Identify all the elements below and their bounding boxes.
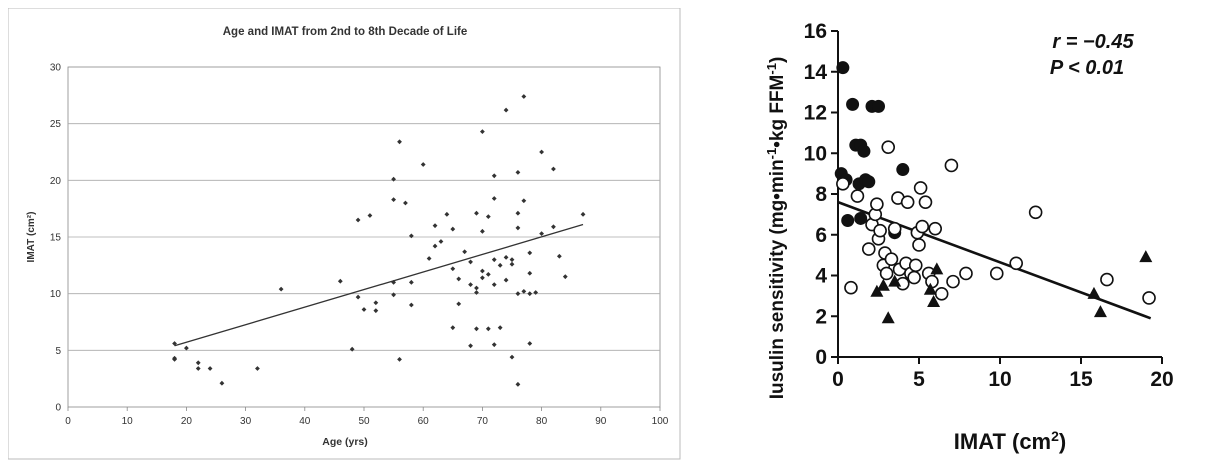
data-points (835, 61, 1155, 323)
open-circle-point (863, 243, 875, 255)
axes (838, 31, 1162, 357)
age-imat-scatter-chart: Age and IMAT from 2nd to 8th Decade of L… (8, 8, 682, 461)
y-tick-label: 4 (815, 265, 827, 288)
y-axis-label: IMAT (cm²) (26, 212, 37, 263)
r-annotation: r = −0.45 (1052, 31, 1134, 53)
filled-circle-point (862, 175, 875, 188)
open-circle-point (871, 198, 883, 210)
filled-circle-point (854, 212, 867, 225)
y-tick-label: 30 (50, 63, 62, 74)
y-tick-label: 16 (804, 20, 827, 43)
p-annotation: P < 0.01 (1050, 57, 1124, 79)
open-circle-point (945, 159, 957, 171)
x-tick-label: 90 (595, 416, 607, 427)
filled-circle-point (836, 61, 849, 74)
open-circle-point (916, 221, 928, 233)
open-circle-point (929, 223, 941, 235)
triangle-point (1094, 305, 1107, 317)
open-circle-point (1010, 257, 1022, 269)
open-circle-point (845, 282, 857, 294)
right-chart-panel: 0 2 4 6 8 10 12 14 16 0 5 10 15 20 r = −0.45 P < 0.0… (690, 0, 1216, 461)
y-tick-label: 2 (815, 305, 827, 328)
open-circle-point (936, 288, 948, 300)
x-tick-label: 10 (122, 416, 134, 427)
x-tick-label: 70 (477, 416, 489, 427)
y-axis-label-sup2: -1 (764, 63, 779, 75)
y-tick-label: 8 (815, 183, 827, 206)
open-circle-point (919, 196, 931, 208)
filled-circle-point (872, 100, 885, 113)
x-axis-label: IMAT (cm2) (954, 428, 1067, 454)
y-tick-label: 20 (50, 176, 62, 187)
triangle-point (1087, 287, 1100, 299)
filled-circle-point (896, 163, 909, 176)
y-axis-label-end: ) (767, 57, 788, 63)
x-tick-label: 40 (299, 416, 311, 427)
triangle-point (877, 279, 890, 291)
x-tick-label: 10 (988, 368, 1011, 391)
y-tick-labels: 0 2 4 6 8 10 12 14 16 (804, 20, 838, 369)
x-tick-label: 30 (240, 416, 252, 427)
y-tick-label: 5 (55, 346, 61, 357)
x-tick-label: 0 (832, 368, 844, 391)
x-axis-label-text: IMAT (cm (954, 429, 1051, 454)
open-circle-point (910, 259, 922, 271)
y-tick-label: 10 (804, 142, 827, 165)
filled-circle-point (846, 98, 859, 111)
y-tick-label: 25 (50, 119, 62, 130)
left-chart-panel: Age and IMAT from 2nd to 8th Decade of L… (8, 8, 682, 461)
y-axis-label: Iusulin sensitivity (mg•min-1•kg FFM-1) (764, 57, 788, 400)
open-circle-point (889, 223, 901, 235)
x-tick-label: 20 (181, 416, 193, 427)
open-circle-point (908, 272, 920, 284)
y-axis-label-sup1: -1 (764, 148, 779, 160)
y-tick-label: 0 (55, 403, 61, 414)
open-circle-point (874, 225, 886, 237)
open-circle-point (1143, 292, 1155, 304)
y-tick-label: 10 (50, 289, 62, 300)
x-tick-label: 60 (418, 416, 430, 427)
y-tick-label: 6 (815, 224, 827, 247)
open-circle-point (960, 267, 972, 279)
x-tick-label: 100 (652, 416, 669, 427)
y-axis-label-text: Iusulin sensitivity (mg•min (767, 159, 788, 399)
open-circle-point (837, 178, 849, 190)
x-tick-label: 50 (358, 416, 370, 427)
open-circle-point (947, 276, 959, 288)
y-tick-label: 14 (804, 61, 828, 84)
x-tick-label: 0 (65, 416, 71, 427)
triangle-point (1139, 250, 1152, 262)
x-tick-label: 80 (536, 416, 548, 427)
open-circle-point (882, 141, 894, 153)
y-axis-label-mid: •kg FFM (767, 75, 788, 148)
triangle-point (882, 311, 895, 323)
filled-circle-point (841, 214, 854, 227)
x-axis-label-end: ) (1059, 429, 1066, 454)
y-tick-label: 15 (50, 233, 62, 244)
open-circle-point (913, 239, 925, 251)
open-circle-point (991, 267, 1003, 279)
open-circle-point (881, 267, 893, 279)
chart-title: Age and IMAT from 2nd to 8th Decade of L… (223, 26, 468, 38)
x-tick-label: 15 (1069, 368, 1093, 391)
y-tick-label: 12 (804, 102, 827, 125)
open-circle-point (915, 182, 927, 194)
x-axis-label: Age (yrs) (322, 436, 368, 448)
x-tick-label: 5 (913, 368, 925, 391)
x-tick-label: 20 (1150, 368, 1173, 391)
x-axis-label-superscript: 2 (1051, 428, 1059, 444)
open-circle-point (851, 190, 863, 202)
x-tick-labels: 0 5 10 15 20 (832, 357, 1174, 391)
y-tick-label: 0 (815, 346, 827, 369)
imat-insulin-scatter-chart: 0 2 4 6 8 10 12 14 16 0 5 10 15 20 r = −0.45 P < 0.0… (690, 0, 1216, 461)
open-circle-point (885, 253, 897, 265)
filled-circle-point (857, 145, 870, 158)
open-circle-point (1101, 274, 1113, 286)
open-circle-point (1030, 206, 1042, 218)
open-circle-point (902, 196, 914, 208)
